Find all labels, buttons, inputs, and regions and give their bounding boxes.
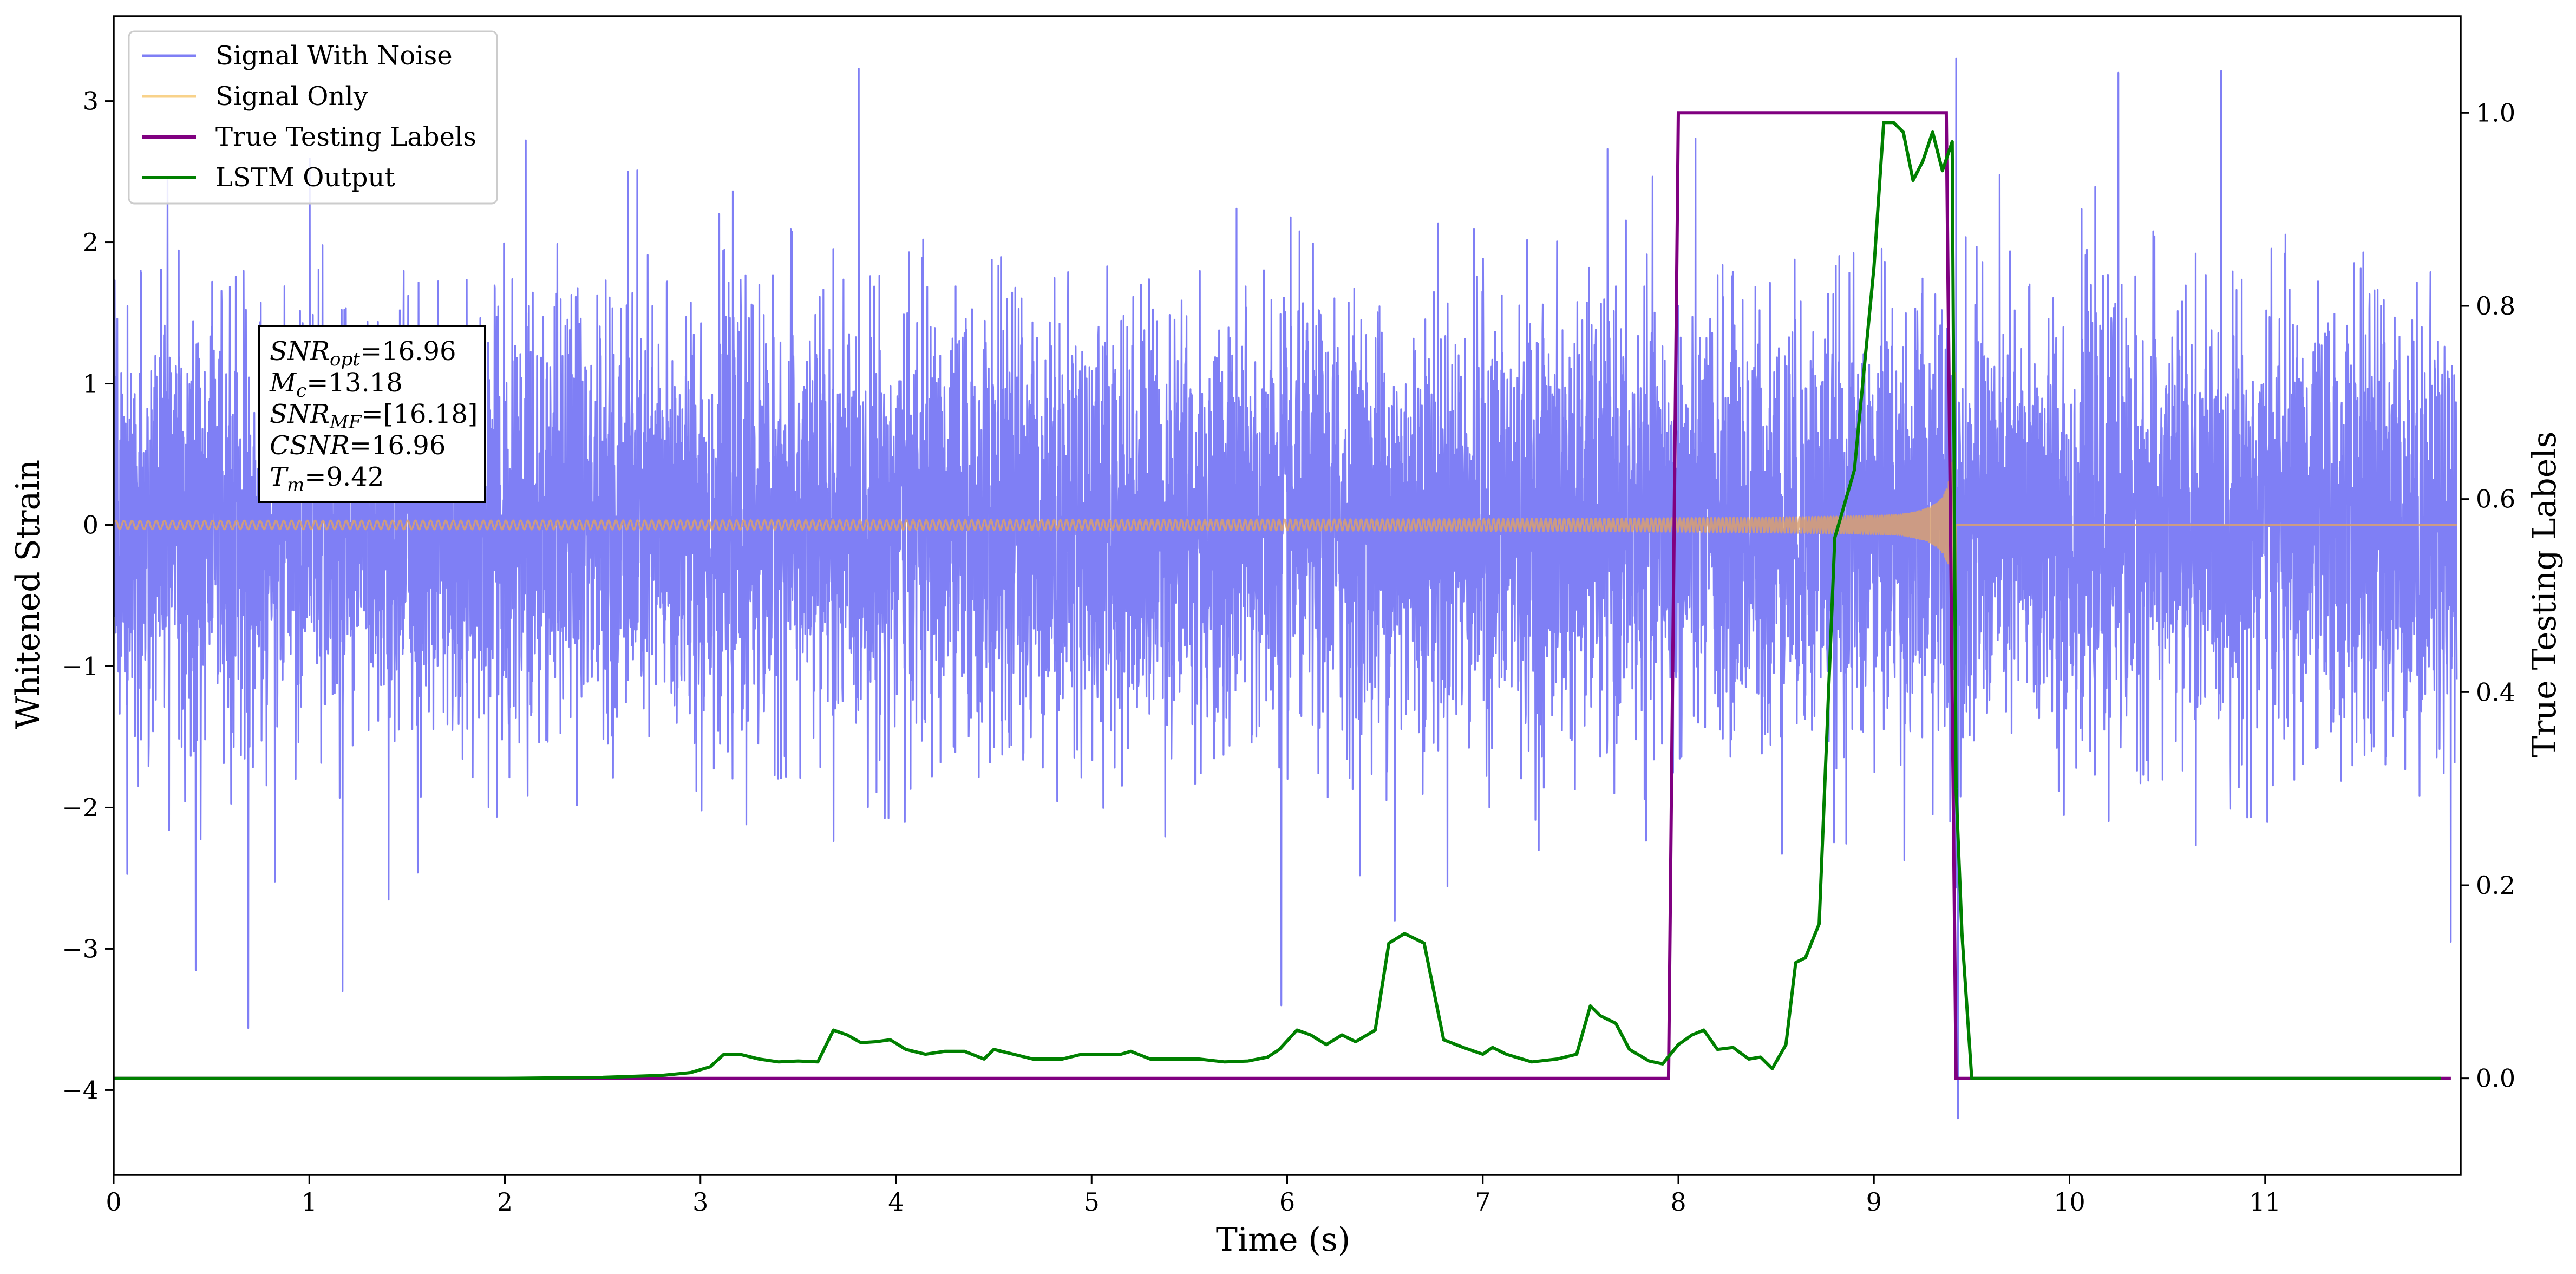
x-tick-label: 10 xyxy=(2054,1187,2085,1217)
y-left-tick-label: −2 xyxy=(62,793,99,822)
x-tick-label: 6 xyxy=(1279,1187,1295,1217)
legend: Signal With Noise Signal Only True Testi… xyxy=(128,30,498,205)
x-tick-label: 7 xyxy=(1475,1187,1490,1217)
x-tick-label: 4 xyxy=(888,1187,904,1217)
annotation-line: Mc=13.18 xyxy=(269,368,403,402)
series-lstm-output xyxy=(114,121,2441,1080)
series-signal-with-noise xyxy=(114,57,2458,1120)
x-axis-title: Time (s) xyxy=(1216,1221,1350,1259)
x-tick-label: 3 xyxy=(692,1187,708,1217)
legend-label-lstm-output: LSTM Output xyxy=(215,162,395,193)
y-right-tick-label: 0.0 xyxy=(2476,1064,2515,1093)
annotation-line: Tm=9.42 xyxy=(270,462,384,496)
annotation-line: CSNR=16.96 xyxy=(270,430,446,461)
y-axis-right-title: True Testing Labels xyxy=(2526,432,2564,758)
y-right-tick-label: 1.0 xyxy=(2476,98,2515,127)
y-right-tick-label: 0.6 xyxy=(2476,485,2515,514)
y-axis-left-title: Whitened Strain xyxy=(9,460,47,729)
y-left-tick-label: −3 xyxy=(62,934,99,963)
annotation-box xyxy=(258,325,486,503)
legend-label-signal-with-noise: Signal With Noise xyxy=(215,41,453,71)
series-signal-only xyxy=(114,372,2458,654)
y-axis-left: −4 −3 −2 −1 0 1 2 3 xyxy=(62,87,114,1105)
y-left-tick-label: 1 xyxy=(83,369,99,398)
y-right-tick-label: 0.4 xyxy=(2476,677,2515,707)
x-tick-label: 0 xyxy=(106,1187,121,1217)
y-right-tick-label: 0.8 xyxy=(2476,291,2515,321)
x-tick-label: 8 xyxy=(1670,1187,1686,1217)
snr-annotation: SNRopt=16.96Mc=13.18SNRMF=[16.18]CSNR=16… xyxy=(258,325,486,503)
legend-label-true-testing-labels: True Testing Labels xyxy=(215,122,476,152)
x-tick-label: 5 xyxy=(1084,1187,1100,1217)
annotation-line: SNRopt=16.96 xyxy=(270,336,456,370)
x-axis: 0 1 2 3 4 5 6 7 8 9 10 11 xyxy=(106,1175,2281,1217)
x-tick-label: 2 xyxy=(497,1187,513,1217)
x-tick-label: 1 xyxy=(302,1187,317,1217)
legend-box xyxy=(128,30,498,205)
x-tick-label: 11 xyxy=(2249,1187,2281,1217)
y-left-tick-label: 3 xyxy=(83,87,99,116)
x-tick-label: 9 xyxy=(1866,1187,1882,1217)
annotation-line: SNRMF=[16.18] xyxy=(270,399,478,433)
series-layer xyxy=(114,57,2458,1120)
y-axis-right: 0.0 0.2 0.4 0.6 0.8 1.0 xyxy=(2461,98,2515,1093)
y-left-tick-label: 0 xyxy=(83,511,99,540)
y-left-tick-label: 2 xyxy=(83,228,99,257)
legend-label-signal-only: Signal Only xyxy=(215,81,368,112)
y-right-tick-label: 0.2 xyxy=(2476,871,2515,900)
y-left-tick-label: −1 xyxy=(62,651,99,681)
y-left-tick-label: −4 xyxy=(62,1075,99,1105)
